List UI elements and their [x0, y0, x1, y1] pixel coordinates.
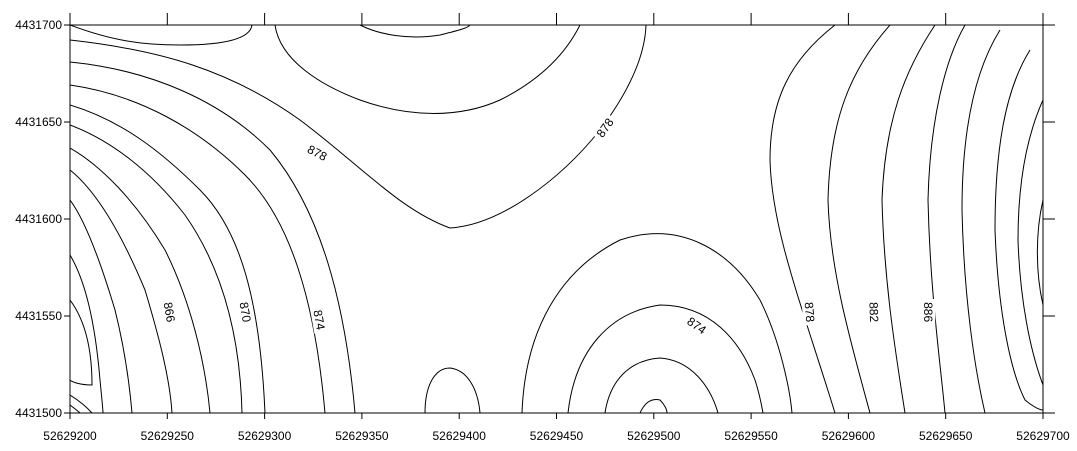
- contour-line: [70, 394, 93, 413]
- contour-line: [70, 25, 253, 46]
- contour-lines: [70, 25, 1043, 413]
- x-tick-label: 52629450: [530, 429, 584, 443]
- contour-line: [827, 25, 891, 413]
- contour-line: [1017, 99, 1043, 386]
- x-tick-label: 52629400: [433, 429, 487, 443]
- contour-line: [70, 147, 211, 413]
- contour-line: [70, 84, 326, 413]
- contour-label: 870: [237, 301, 254, 323]
- contour-line: [359, 25, 471, 38]
- contour-line: [604, 357, 719, 413]
- contour-label-bg: [160, 298, 179, 327]
- contour-line: [70, 254, 104, 413]
- x-tick-label: 52629550: [724, 429, 778, 443]
- contour-line: [70, 104, 266, 413]
- x-tick-label: 52629200: [43, 429, 97, 443]
- contour-label-bg: [801, 298, 818, 326]
- contour-label: 866: [161, 301, 178, 323]
- x-tick-label: 52629600: [822, 429, 876, 443]
- x-tick-label: 52629250: [141, 429, 195, 443]
- contour-line: [567, 304, 764, 413]
- contour-line: [424, 367, 481, 413]
- contour-label-bg: [681, 312, 712, 339]
- contour-label: 886: [921, 302, 935, 322]
- contour-line: [521, 233, 793, 413]
- contour-line: [70, 299, 93, 386]
- contour-line: [1036, 199, 1043, 306]
- y-tick-label: 4431600: [15, 212, 62, 226]
- contour-label-bg: [921, 299, 936, 326]
- contour-line: [769, 25, 836, 413]
- contour-line: [274, 25, 581, 114]
- contour-label-bg: [309, 305, 329, 334]
- contour-line: [881, 25, 936, 413]
- contour-line: [639, 399, 668, 413]
- y-tick-label: 4431700: [15, 18, 62, 32]
- contour-label: 878: [802, 302, 818, 323]
- axes: 52629200 52629250 52629300 52629350 52629400…: [15, 13, 1070, 443]
- contour-label-bg: [235, 298, 255, 327]
- x-tick-label: 52629650: [919, 429, 973, 443]
- y-tick-label: 4431550: [15, 309, 62, 323]
- x-tick-label: 52629300: [238, 429, 292, 443]
- contour-label: 874: [310, 309, 327, 331]
- contour-line: [994, 49, 1043, 411]
- contour-label-bg: [866, 298, 882, 326]
- y-tick-label: 4431500: [15, 406, 62, 420]
- contour-line: [70, 25, 647, 229]
- contour-label-bg: [591, 113, 619, 143]
- contour-line: [70, 61, 356, 413]
- contour-line: [927, 25, 966, 413]
- contour-line: [70, 169, 173, 413]
- contour-line: [70, 199, 133, 413]
- y-tick-label: 4431650: [15, 115, 62, 129]
- contour-line: [70, 404, 81, 413]
- x-tick-label: 52629350: [335, 429, 389, 443]
- contour-line: [70, 124, 243, 413]
- plot-frame: [69, 24, 1044, 414]
- x-tick-label: 52629500: [627, 429, 681, 443]
- contour-line: [961, 29, 1001, 413]
- contour-label-bg: [302, 140, 332, 166]
- x-tick-label: 52629700: [1016, 429, 1070, 443]
- contour-label: 882: [866, 302, 881, 323]
